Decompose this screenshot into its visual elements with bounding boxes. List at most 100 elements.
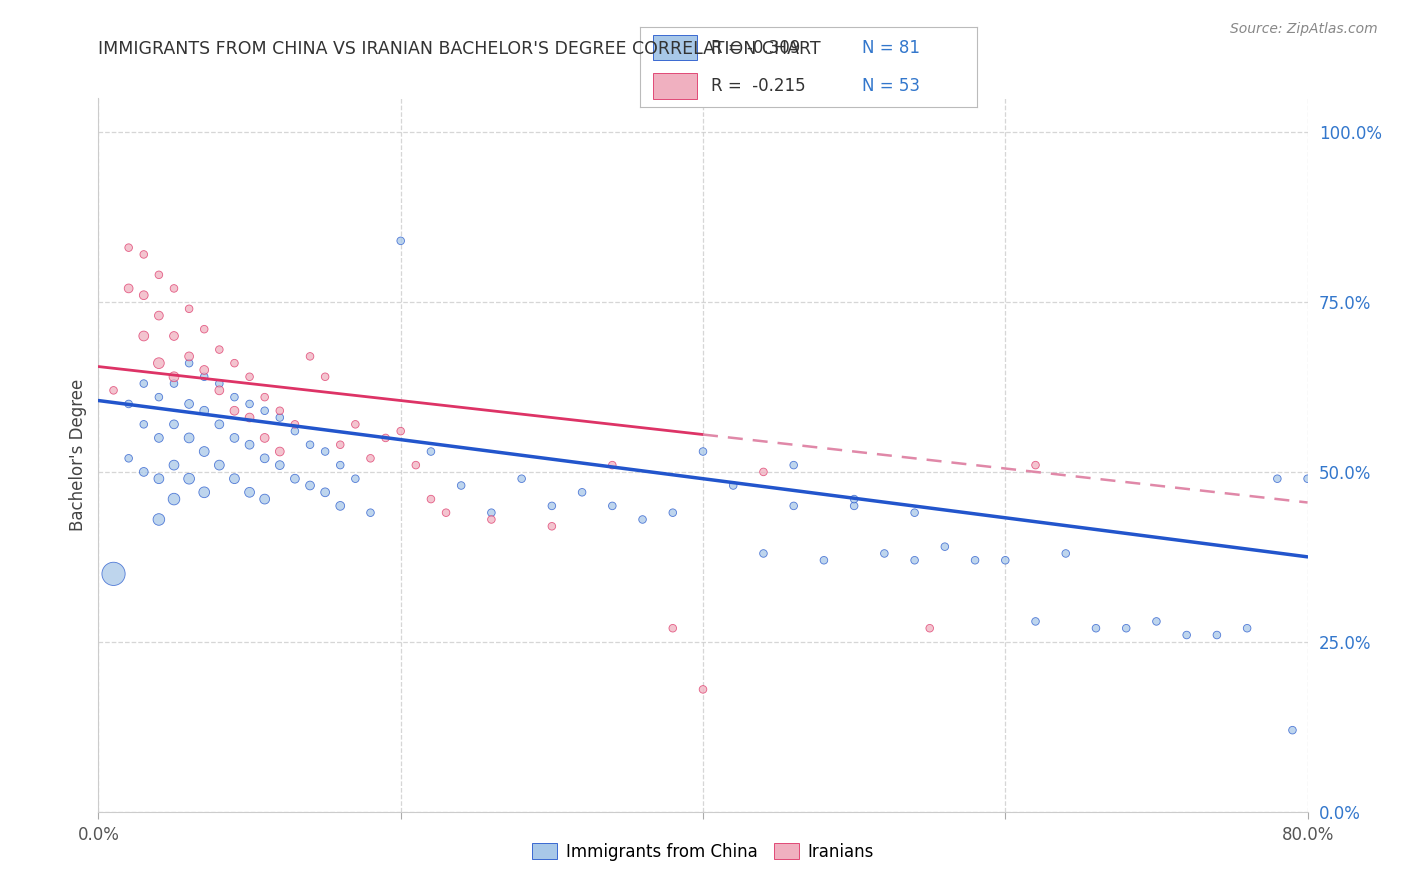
Point	[193, 485, 215, 500]
Point	[782, 499, 804, 513]
Point	[918, 621, 941, 635]
Point	[299, 478, 322, 492]
Point	[965, 553, 987, 567]
Point	[1024, 615, 1046, 629]
Point	[253, 403, 276, 417]
Point	[752, 546, 775, 560]
Point	[904, 506, 927, 520]
Point	[148, 356, 170, 370]
Point	[253, 431, 276, 445]
Point	[193, 403, 215, 417]
Text: Source: ZipAtlas.com: Source: ZipAtlas.com	[1230, 22, 1378, 37]
Point	[269, 444, 291, 458]
Point	[224, 472, 246, 486]
Point	[721, 478, 744, 492]
Point	[163, 492, 186, 507]
Point	[239, 485, 262, 500]
Point	[224, 403, 246, 417]
Point	[132, 417, 155, 432]
Point	[148, 512, 170, 526]
Text: N = 53: N = 53	[862, 78, 921, 95]
Point	[224, 431, 246, 445]
Point	[602, 499, 624, 513]
Point	[419, 492, 441, 507]
Point	[329, 438, 352, 452]
Point	[844, 499, 866, 513]
Point	[904, 553, 927, 567]
Point	[450, 478, 472, 492]
Point	[224, 356, 246, 370]
Text: R =  -0.215: R = -0.215	[710, 78, 806, 95]
Y-axis label: Bachelor's Degree: Bachelor's Degree	[69, 379, 87, 531]
Point	[344, 472, 367, 486]
Point	[163, 329, 186, 343]
Point	[661, 506, 683, 520]
Point	[344, 417, 367, 432]
Text: R = -0.309: R = -0.309	[710, 38, 800, 56]
Point	[1265, 472, 1288, 486]
Point	[299, 350, 322, 364]
Point	[132, 376, 155, 391]
Point	[118, 281, 141, 295]
Point	[405, 458, 427, 472]
Point	[148, 390, 170, 404]
Point	[118, 241, 141, 255]
Point	[1206, 628, 1229, 642]
Point	[132, 329, 155, 343]
Point	[118, 397, 141, 411]
Point	[329, 499, 352, 513]
Point	[103, 384, 125, 398]
Point	[132, 247, 155, 261]
Point	[208, 384, 231, 398]
Point	[193, 363, 215, 377]
Point	[239, 410, 262, 425]
Point	[692, 682, 714, 697]
Point	[360, 506, 382, 520]
Point	[269, 403, 291, 417]
Point	[692, 444, 714, 458]
Point	[481, 506, 503, 520]
Point	[782, 458, 804, 472]
Point	[177, 397, 201, 411]
Text: N = 81: N = 81	[862, 38, 921, 56]
Point	[193, 369, 215, 384]
Point	[631, 512, 654, 526]
Point	[813, 553, 835, 567]
Point	[873, 546, 896, 560]
Point	[934, 540, 956, 554]
Point	[193, 444, 215, 458]
Point	[269, 458, 291, 472]
Point	[132, 465, 155, 479]
Point	[284, 472, 307, 486]
Point	[103, 566, 125, 581]
Point	[1085, 621, 1108, 635]
Point	[284, 424, 307, 438]
Point	[284, 417, 307, 432]
Point	[329, 458, 352, 472]
Point	[540, 499, 562, 513]
Point	[314, 444, 336, 458]
Point	[314, 369, 336, 384]
Point	[510, 472, 533, 486]
Point	[163, 281, 186, 295]
Point	[148, 268, 170, 282]
Point	[540, 519, 562, 533]
Point	[208, 343, 231, 357]
Point	[148, 309, 170, 323]
Point	[163, 369, 186, 384]
Point	[163, 458, 186, 472]
Text: IMMIGRANTS FROM CHINA VS IRANIAN BACHELOR'S DEGREE CORRELATION CHART: IMMIGRANTS FROM CHINA VS IRANIAN BACHELO…	[98, 40, 821, 58]
Point	[434, 506, 457, 520]
Point	[193, 322, 215, 336]
Point	[994, 553, 1017, 567]
Point	[208, 376, 231, 391]
FancyBboxPatch shape	[654, 73, 697, 99]
Point	[118, 451, 141, 466]
Point	[1296, 472, 1319, 486]
Point	[481, 512, 503, 526]
Point	[1054, 546, 1077, 560]
Point	[1024, 458, 1046, 472]
Point	[602, 458, 624, 472]
Point	[571, 485, 593, 500]
Point	[1175, 628, 1198, 642]
